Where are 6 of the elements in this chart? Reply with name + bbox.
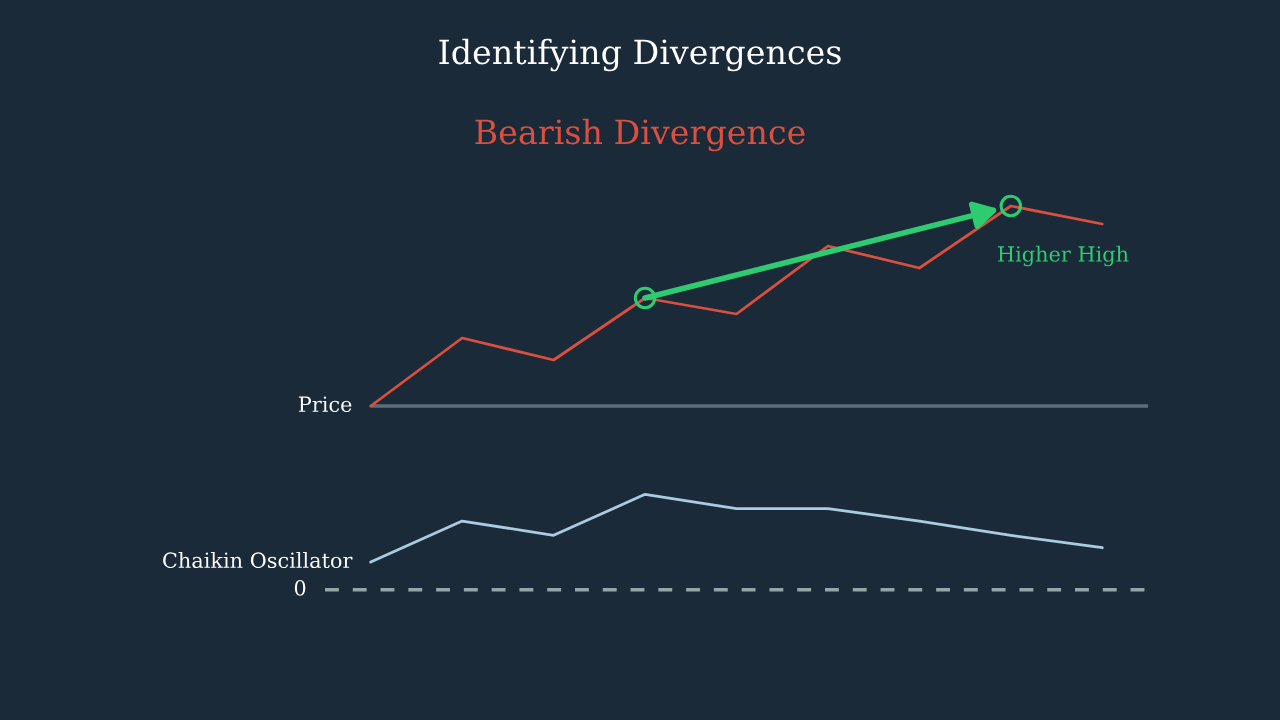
chart-subtitle: Bearish Divergence [475, 118, 805, 152]
ref-line-label: 0 [294, 580, 306, 596]
y-axis-title: Price [298, 396, 352, 413]
y-axis-title: Chaikin Oscillator [163, 551, 353, 569]
chart-title: Identifying Divergences [439, 38, 841, 72]
annotation: Higher High [998, 245, 1129, 267]
